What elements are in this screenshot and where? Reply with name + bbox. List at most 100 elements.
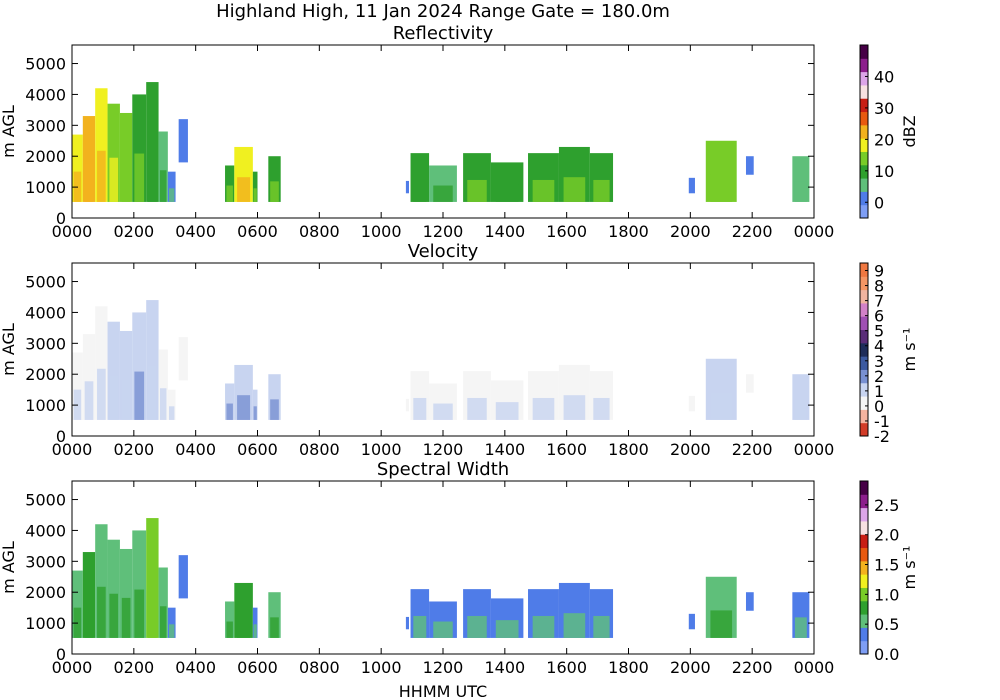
colorbar-tick-label: 1.0: [874, 585, 899, 604]
data-cell-core: [495, 402, 519, 420]
data-cell-core: [710, 174, 733, 202]
colorbar-swatch: [860, 178, 868, 192]
x-tick-label: 2000: [670, 222, 711, 241]
data-cell: [178, 119, 188, 163]
data-cell: [745, 374, 754, 393]
colorbar-swatch: [860, 560, 868, 575]
data-cell-core: [121, 379, 131, 420]
data-cell-core: [532, 615, 555, 638]
colorbar-swatch: [860, 124, 868, 139]
x-tick-label: 1000: [361, 440, 402, 459]
y-tick-label: 4000: [25, 85, 66, 104]
data-cell: [72, 134, 83, 202]
colorbar-tick-label: 6: [874, 307, 884, 326]
x-tick-label: 0600: [237, 658, 278, 677]
colorbar-swatch: [860, 84, 868, 99]
data-cell-core: [495, 620, 519, 638]
y-tick-label: 4000: [25, 521, 66, 540]
colorbar-tick-label: 40: [874, 67, 894, 86]
data-cell-core: [253, 188, 257, 202]
colorbar-swatch: [860, 640, 868, 655]
data-cell-core: [109, 157, 119, 202]
x-tick-label: 2200: [732, 222, 773, 241]
colorbar-swatch: [860, 276, 868, 291]
colorbar-tick-label: -1: [874, 412, 890, 431]
x-tick-label: 0000: [794, 222, 835, 241]
data-cell-core: [593, 179, 610, 202]
y-tick-label: 2000: [25, 147, 66, 166]
colorbar-label: m s⁻¹: [900, 328, 919, 372]
colorbar-swatch: [860, 534, 868, 549]
colorbar-frame: [859, 262, 869, 437]
x-tick-label: 1000: [361, 658, 402, 677]
x-tick-label: 1200: [423, 440, 464, 459]
colorbar-swatch: [860, 316, 868, 331]
colorbar-swatch: [860, 58, 868, 73]
colorbar-swatch: [860, 138, 868, 152]
colorbar-swatch: [860, 71, 868, 86]
panel-2: Spectral Width 0000 0200 0400 0600 0800 1000 12…: [0, 459, 919, 677]
data-cell-core: [253, 406, 257, 420]
data-cell-core: [467, 615, 487, 638]
colorbar-swatch: [860, 111, 868, 126]
data-cell-core: [97, 368, 106, 420]
colorbar-tick-label: 4: [874, 337, 884, 356]
colorbar-tick-label: 0.0: [874, 645, 899, 664]
x-tick-label: 0800: [299, 222, 340, 241]
colorbar-label: dBZ: [900, 115, 919, 147]
colorbar-swatch: [860, 204, 868, 219]
colorbar-tick-label: 10: [874, 162, 894, 181]
data-cell-core: [109, 593, 119, 638]
x-tick-label: 0800: [299, 440, 340, 459]
data-cell-core: [710, 610, 733, 638]
y-tick-label: 5000: [25, 491, 66, 510]
colorbar-tick-label: 2.5: [874, 496, 899, 515]
colorbar-tick-label: 0: [874, 193, 884, 212]
colorbar-tick-label: 3: [874, 352, 884, 371]
data-cell-core: [226, 403, 233, 420]
data-cell: [252, 171, 258, 202]
data-cell: [72, 352, 83, 420]
data-cell-core: [563, 613, 586, 638]
colorbar-swatch: [860, 409, 868, 424]
colorbar-swatch: [860, 45, 868, 59]
data-cell: [745, 156, 754, 175]
data-cell: [158, 567, 168, 638]
colorbar-swatch: [860, 369, 868, 384]
y-tick-label: 0: [56, 427, 66, 446]
colorbar-swatch: [860, 627, 868, 642]
colorbar-tick-label: -2: [874, 427, 890, 446]
colorbar-swatch: [860, 356, 868, 370]
data-cell: [405, 398, 409, 412]
data-cell-core: [97, 150, 106, 202]
data-cell-core: [148, 147, 157, 202]
colorbar-swatch: [860, 302, 868, 317]
colorbar-swatch: [860, 382, 868, 397]
data-cell: [72, 570, 83, 638]
colorbar-swatch: [860, 329, 868, 344]
y-tick-label: 5000: [25, 55, 66, 74]
data-cell-core: [413, 615, 427, 638]
data-cell-core: [563, 395, 586, 420]
colorbar-swatch: [860, 151, 868, 166]
colorbar-tick-label: 2: [874, 367, 884, 386]
data-cell-core: [433, 185, 453, 202]
colorbar-swatch: [860, 587, 868, 602]
data-cell-core: [563, 177, 586, 202]
colorbar-tick-label: 1: [874, 382, 884, 401]
colorbar-swatch: [860, 481, 868, 495]
x-tick-label: 2000: [670, 440, 711, 459]
data-cell-core: [710, 392, 733, 420]
colorbar-frame: [859, 480, 869, 655]
colorbar-swatch: [860, 342, 868, 357]
data-cell: [688, 613, 695, 630]
data-cell-core: [794, 617, 807, 638]
data-cell-core: [159, 606, 167, 638]
x-tick-label: 0600: [237, 440, 278, 459]
data-cell-core: [253, 624, 257, 638]
data-cell: [252, 389, 258, 420]
